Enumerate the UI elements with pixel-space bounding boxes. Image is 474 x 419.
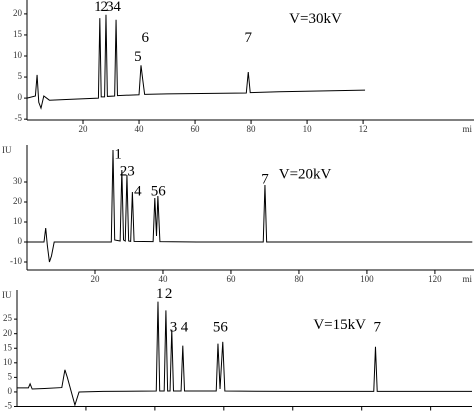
y-tick-label: 10 — [13, 216, 23, 226]
trace — [17, 301, 472, 407]
y-tick-label: 30 — [13, 176, 23, 186]
y-tick-label: 20 — [3, 328, 13, 338]
peak-label: 7 — [261, 171, 269, 187]
peak-label: 23 — [120, 163, 135, 179]
x-tick-label: 80 — [294, 274, 304, 284]
x-tick-label: 20 — [79, 124, 89, 134]
x-tick-label: 40 — [135, 124, 145, 134]
y-tick-label: 0 — [8, 386, 13, 396]
peak-label: V=15kV — [313, 317, 366, 333]
x-tick-label: 12 — [359, 124, 368, 134]
x-tick-label: 100 — [360, 274, 374, 284]
peak-label: 3 — [106, 0, 114, 15]
trace — [27, 149, 473, 263]
y-tick-label: 15 — [3, 342, 13, 352]
x-tick-label: 120 — [428, 274, 442, 284]
peak-label: 56 — [213, 319, 229, 335]
y-tick-label: 20 — [13, 196, 23, 206]
y-axis-label: IU — [2, 145, 12, 155]
x-tick-label: 40 — [158, 274, 168, 284]
peak-label: V=20kV — [279, 166, 332, 182]
y-tick-label: 0 — [18, 236, 23, 246]
x-axis-label: mi — [462, 274, 472, 284]
y-tick-label: 10 — [13, 50, 23, 60]
peak-label: 2 — [165, 286, 173, 302]
x-axis-label: mi — [462, 124, 472, 134]
y-tick-label: -10 — [10, 256, 22, 266]
x-tick-label: 10 — [303, 124, 313, 134]
y-tick-label: 15 — [13, 29, 23, 39]
peak-label: 7 — [245, 30, 253, 46]
x-tick-label: 80 — [247, 124, 257, 134]
x-tick-label: 20 — [90, 274, 100, 284]
y-tick-label: 10 — [3, 357, 13, 367]
peak-label: 3 — [170, 319, 178, 335]
trace — [26, 14, 366, 110]
peak-label: 5 — [134, 49, 142, 65]
y-tick-label: 5 — [8, 371, 13, 381]
peak-label: 4 — [134, 183, 142, 199]
peak-label: 4 — [181, 319, 189, 335]
peak-label: 2 — [101, 0, 109, 15]
peak-label: 7 — [373, 319, 381, 335]
peak-label: 6 — [141, 30, 149, 46]
peak-label: 1 — [94, 0, 102, 15]
y-tick-label: -5 — [15, 113, 23, 123]
x-tick-label: 60 — [191, 124, 201, 134]
y-tick-label: 25 — [3, 313, 13, 323]
x-tick-label: 60 — [226, 274, 236, 284]
y-axis-label: IU — [2, 290, 12, 300]
y-tick-label: -5 — [5, 401, 13, 411]
peak-label: 1 — [156, 286, 164, 302]
peak-label: 56 — [151, 183, 167, 199]
y-tick-label: 5 — [18, 71, 23, 81]
peak-label: 4 — [113, 0, 121, 15]
y-tick-label: 20 — [13, 8, 23, 18]
y-tick-label: 0 — [18, 92, 23, 102]
peak-label: V=30kV — [289, 11, 342, 27]
peak-label: 1 — [114, 146, 122, 162]
